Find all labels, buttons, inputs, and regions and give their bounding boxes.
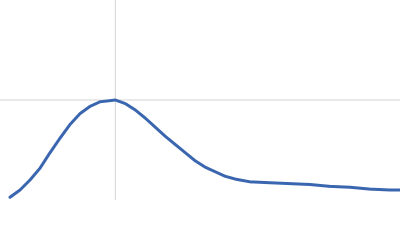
data-line xyxy=(8,98,400,199)
chart xyxy=(0,0,400,200)
